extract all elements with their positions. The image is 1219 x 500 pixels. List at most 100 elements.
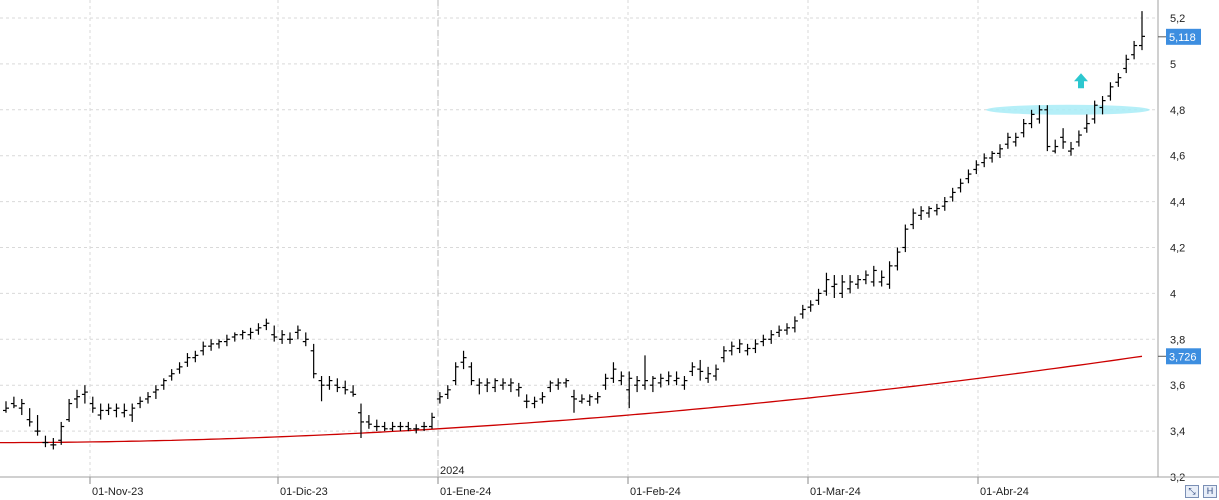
ohlc-bar bbox=[421, 421, 428, 432]
ohlc-bar bbox=[776, 325, 783, 338]
ohlc-bar bbox=[310, 343, 317, 379]
resize-icon[interactable]: ⤡ bbox=[1185, 485, 1199, 498]
ohlc-bar bbox=[713, 364, 719, 381]
ohlc-bar bbox=[247, 327, 254, 340]
ohlc-bar bbox=[910, 208, 917, 230]
y-tick-label: 4,8 bbox=[1170, 105, 1185, 117]
ohlc-bar bbox=[302, 332, 309, 347]
price-bars bbox=[3, 11, 1145, 450]
ohlc-bar bbox=[578, 394, 585, 404]
ohlc-bar bbox=[870, 265, 877, 287]
ohlc-bar bbox=[1012, 132, 1019, 147]
ohlc-bar bbox=[26, 408, 33, 427]
ohlc-bar bbox=[1004, 132, 1011, 149]
ohlc-bar bbox=[918, 206, 925, 220]
ohlc-bar bbox=[192, 350, 199, 363]
ohlc-bar bbox=[358, 403, 364, 438]
ohlc-bar bbox=[720, 346, 727, 363]
ohlc-bar bbox=[405, 421, 412, 432]
y-tick-label: 4,6 bbox=[1170, 151, 1185, 163]
x-tick-label: 01-Nov-23 bbox=[92, 486, 143, 498]
ohlc-bar bbox=[492, 378, 499, 393]
ohlc-bar bbox=[200, 341, 207, 356]
ohlc-bar bbox=[152, 385, 159, 399]
ohlc-bar bbox=[1099, 96, 1106, 115]
ohlc-bar bbox=[894, 247, 901, 271]
ohlc-bar bbox=[365, 415, 372, 429]
x-tick-label: 01-Ene-24 bbox=[440, 486, 491, 498]
ohlc-bar bbox=[294, 325, 301, 340]
ohlc-bar bbox=[1091, 100, 1098, 124]
ohlc-bar bbox=[1115, 73, 1122, 87]
x-tick-label: 01-Mar-24 bbox=[810, 486, 861, 498]
ohlc-bar bbox=[484, 378, 491, 393]
ohlc-bar bbox=[137, 396, 144, 409]
ohlc-bar bbox=[381, 421, 388, 432]
ohlc-bar bbox=[626, 371, 633, 409]
ohlc-bar bbox=[1139, 11, 1145, 51]
ohlc-bar bbox=[752, 339, 759, 354]
ohlc-bar bbox=[855, 275, 861, 289]
ohlc-bar bbox=[878, 270, 885, 287]
ohlc-bar bbox=[886, 261, 893, 289]
ohlc-bar bbox=[239, 330, 246, 340]
ohlc-bar bbox=[287, 332, 293, 344]
ohlc-bar bbox=[807, 300, 814, 312]
ohlc-bar bbox=[1044, 105, 1051, 152]
ohlc-bar bbox=[989, 151, 996, 163]
ohlc-bar bbox=[1068, 141, 1074, 156]
ohlc-bar bbox=[689, 362, 696, 377]
ohlc-bar bbox=[279, 330, 286, 344]
ohlc-bar bbox=[634, 376, 641, 393]
ohlc-bar bbox=[397, 421, 404, 432]
moving-average bbox=[0, 355, 1143, 444]
ohlc-bar bbox=[862, 270, 869, 285]
ohlc-bar bbox=[255, 323, 262, 335]
svg-text:3,726: 3,726 bbox=[1169, 351, 1197, 363]
ohlc-bar bbox=[231, 332, 238, 342]
ohlc-bar bbox=[342, 380, 349, 395]
ohlc-bar bbox=[105, 403, 112, 416]
ohlc-bar bbox=[602, 373, 609, 390]
ohlc-bar bbox=[113, 403, 120, 418]
ohlc-bar bbox=[444, 385, 451, 399]
y-tick-label: 3,6 bbox=[1170, 380, 1185, 392]
ohlc-bar bbox=[649, 376, 656, 393]
ohlc-bar bbox=[476, 378, 483, 395]
ohlc-bar bbox=[933, 203, 940, 216]
ohlc-bar bbox=[981, 153, 988, 168]
ohlc-bar bbox=[594, 392, 601, 404]
ohlc-bar bbox=[18, 398, 25, 416]
ohlc-bar bbox=[728, 341, 735, 356]
ohlc-bar bbox=[373, 419, 380, 432]
ohlc-bar bbox=[697, 359, 704, 381]
ohlc-bar bbox=[563, 378, 570, 388]
ohlc-bar bbox=[413, 424, 420, 434]
arrow-up-icon bbox=[1074, 73, 1088, 89]
ohlc-bar bbox=[555, 378, 562, 390]
ohlc-bar bbox=[334, 378, 341, 393]
ohlc-bar bbox=[586, 394, 593, 406]
ohlc-bar bbox=[34, 415, 41, 436]
ohlc-bar bbox=[997, 144, 1003, 158]
ohlc-bar bbox=[949, 187, 956, 202]
x-tick-label: 01-Abr-24 bbox=[980, 486, 1029, 498]
ohlc-bar bbox=[208, 339, 215, 351]
ohlc-bar bbox=[429, 412, 435, 429]
ohlc-bar bbox=[3, 401, 9, 413]
ohlc-bar bbox=[263, 318, 270, 331]
ohlc-bar bbox=[318, 376, 325, 402]
ohlc-bar bbox=[1052, 139, 1059, 154]
ohlc-bar bbox=[657, 373, 664, 388]
ohlc-bar bbox=[847, 275, 854, 294]
ohlc-bar bbox=[81, 385, 88, 404]
ohlc-bar bbox=[89, 396, 96, 413]
ohlc-bar bbox=[539, 392, 546, 404]
save-icon[interactable]: H bbox=[1203, 485, 1217, 498]
ohlc-bar bbox=[1060, 128, 1067, 149]
ohlc-bar bbox=[74, 389, 80, 409]
ohlc-bar bbox=[547, 380, 554, 393]
ohlc-bar bbox=[791, 316, 798, 333]
y-tick-label: 4 bbox=[1170, 288, 1176, 300]
